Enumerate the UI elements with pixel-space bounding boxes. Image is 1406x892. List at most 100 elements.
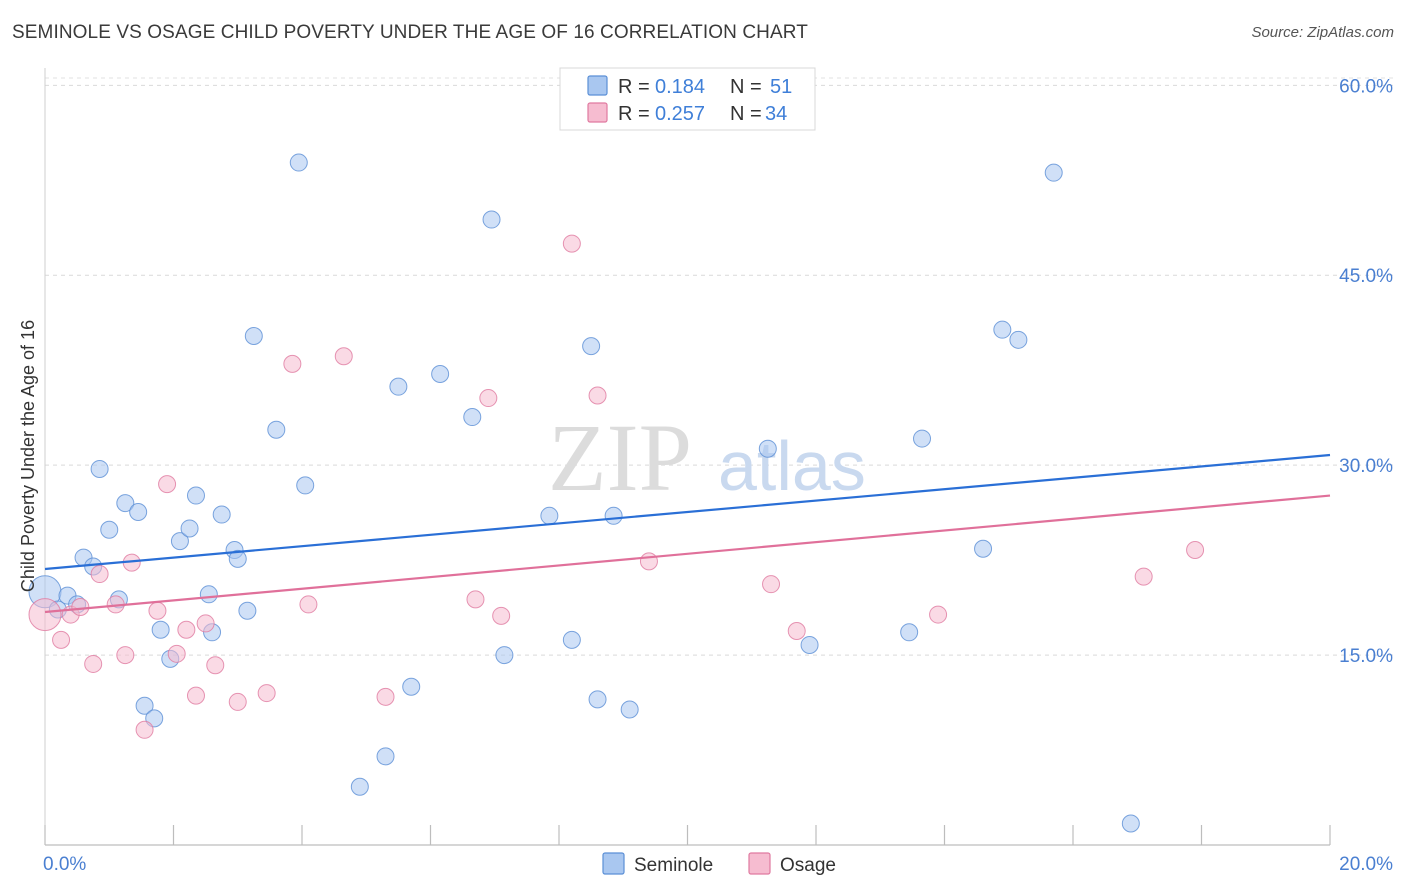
point-seminole-31: [402, 677, 421, 696]
y-tick-label-0: 15.0%: [1339, 646, 1393, 667]
bottom-legend-swatch-seminole: [602, 852, 625, 875]
watermark-zip: ZIP: [548, 404, 692, 511]
point-seminole-30: [389, 377, 408, 396]
point-seminole-34: [482, 210, 501, 229]
watermark-atlas: atlas: [718, 427, 866, 505]
point-seminole-18: [199, 585, 218, 604]
point-osage-0: [28, 598, 62, 632]
legend-swatch-seminole: [587, 75, 608, 96]
point-osage-20: [299, 595, 318, 614]
axis-layer: 15.0% 30.0% 45.0% 60.0% 0.0% 20.0%: [43, 68, 1393, 875]
point-seminole-7: [100, 520, 119, 539]
y-tick-label-2: 45.0%: [1339, 266, 1393, 287]
point-osage-10: [148, 601, 167, 620]
point-osage-19: [283, 354, 302, 373]
legend-r-label-seminole: R =: [618, 76, 650, 98]
legend-r-value-osage: 0.257: [655, 103, 705, 125]
legend-r-label-osage: R =: [618, 103, 650, 125]
point-seminole-36: [540, 506, 559, 525]
point-osage-5: [90, 565, 109, 584]
point-osage-13: [177, 620, 196, 639]
point-seminole-38: [582, 337, 601, 356]
point-osage-18: [257, 684, 276, 703]
point-seminole-35: [495, 646, 514, 665]
point-osage-27: [588, 386, 607, 405]
y-tick-label-3: 60.0%: [1339, 76, 1393, 97]
legend-n-value-seminole: 51: [770, 76, 792, 98]
point-seminole-15: [170, 532, 189, 551]
point-seminole-33: [463, 408, 482, 427]
point-osage-3: [71, 597, 90, 616]
x-tick-label-1: 20.0%: [1339, 854, 1393, 875]
point-osage-7: [116, 646, 135, 665]
point-osage-1: [52, 630, 71, 649]
point-seminole-32: [431, 365, 450, 383]
point-osage-15: [196, 614, 215, 633]
legend-swatch-osage: [587, 102, 608, 123]
point-seminole-40: [604, 506, 623, 525]
point-osage-29: [762, 575, 781, 594]
point-seminole-9: [116, 494, 135, 513]
trend-layer: [44, 453, 1331, 614]
point-seminole-23: [238, 601, 257, 620]
chart-source: Source: ZipAtlas.com: [1251, 24, 1394, 41]
point-seminole-16: [180, 519, 199, 538]
point-seminole-10: [129, 503, 148, 522]
point-seminole-50: [1121, 814, 1140, 833]
point-seminole-6: [90, 459, 109, 478]
trend-line-seminole: [44, 453, 1331, 571]
point-osage-23: [466, 590, 485, 609]
point-seminole-37: [562, 630, 581, 649]
point-seminole-24: [244, 327, 263, 346]
chart-title: SEMINOLE VS OSAGE CHILD POVERTY UNDER TH…: [12, 22, 808, 43]
point-osage-25: [492, 606, 511, 625]
point-seminole-27: [296, 476, 315, 495]
points-layer: [28, 153, 1205, 833]
legend-r-value-seminole: 0.184: [655, 76, 705, 98]
point-seminole-42: [758, 439, 777, 458]
trend-line-osage: [44, 494, 1331, 614]
y-axis-title: Child Poverty Under the Age of 16: [18, 320, 38, 592]
point-seminole-48: [1009, 330, 1028, 349]
point-seminole-11: [135, 696, 154, 715]
point-seminole-22: [228, 549, 247, 568]
point-osage-30: [787, 622, 806, 641]
legend-n-value-osage: 34: [765, 103, 787, 125]
point-osage-14: [186, 686, 205, 705]
point-osage-17: [228, 692, 247, 711]
point-seminole-28: [350, 777, 369, 796]
point-osage-32: [1134, 567, 1153, 586]
point-seminole-47: [993, 320, 1012, 339]
point-osage-31: [929, 605, 948, 624]
point-seminole-29: [376, 747, 395, 766]
point-osage-22: [376, 687, 395, 706]
grid-layer: [45, 77, 1395, 656]
point-osage-4: [84, 654, 103, 673]
point-seminole-20: [212, 505, 231, 524]
point-osage-28: [639, 552, 658, 571]
point-seminole-13: [151, 620, 170, 639]
point-seminole-26: [289, 153, 308, 172]
point-seminole-45: [913, 429, 932, 448]
legend-n-label-osage: N =: [730, 103, 762, 125]
point-seminole-44: [900, 623, 919, 642]
point-osage-11: [158, 475, 177, 494]
point-osage-12: [167, 644, 186, 663]
point-seminole-43: [800, 635, 819, 654]
point-seminole-49: [1044, 163, 1063, 182]
point-osage-33: [1186, 540, 1205, 559]
point-seminole-46: [974, 539, 993, 558]
point-seminole-25: [267, 420, 286, 439]
bottom-legend-swatch-osage: [748, 852, 771, 875]
point-seminole-17: [186, 486, 205, 505]
bottom-legend: Seminole Osage: [602, 852, 836, 876]
point-osage-21: [334, 347, 353, 366]
x-tick-label-0: 0.0%: [43, 854, 86, 875]
legend-n-label-seminole: N =: [730, 76, 762, 98]
point-seminole-41: [620, 700, 639, 719]
point-seminole-39: [588, 690, 607, 709]
point-osage-9: [135, 720, 154, 739]
bottom-legend-label-osage: Osage: [780, 855, 836, 876]
bottom-legend-label-seminole: Seminole: [634, 855, 713, 876]
